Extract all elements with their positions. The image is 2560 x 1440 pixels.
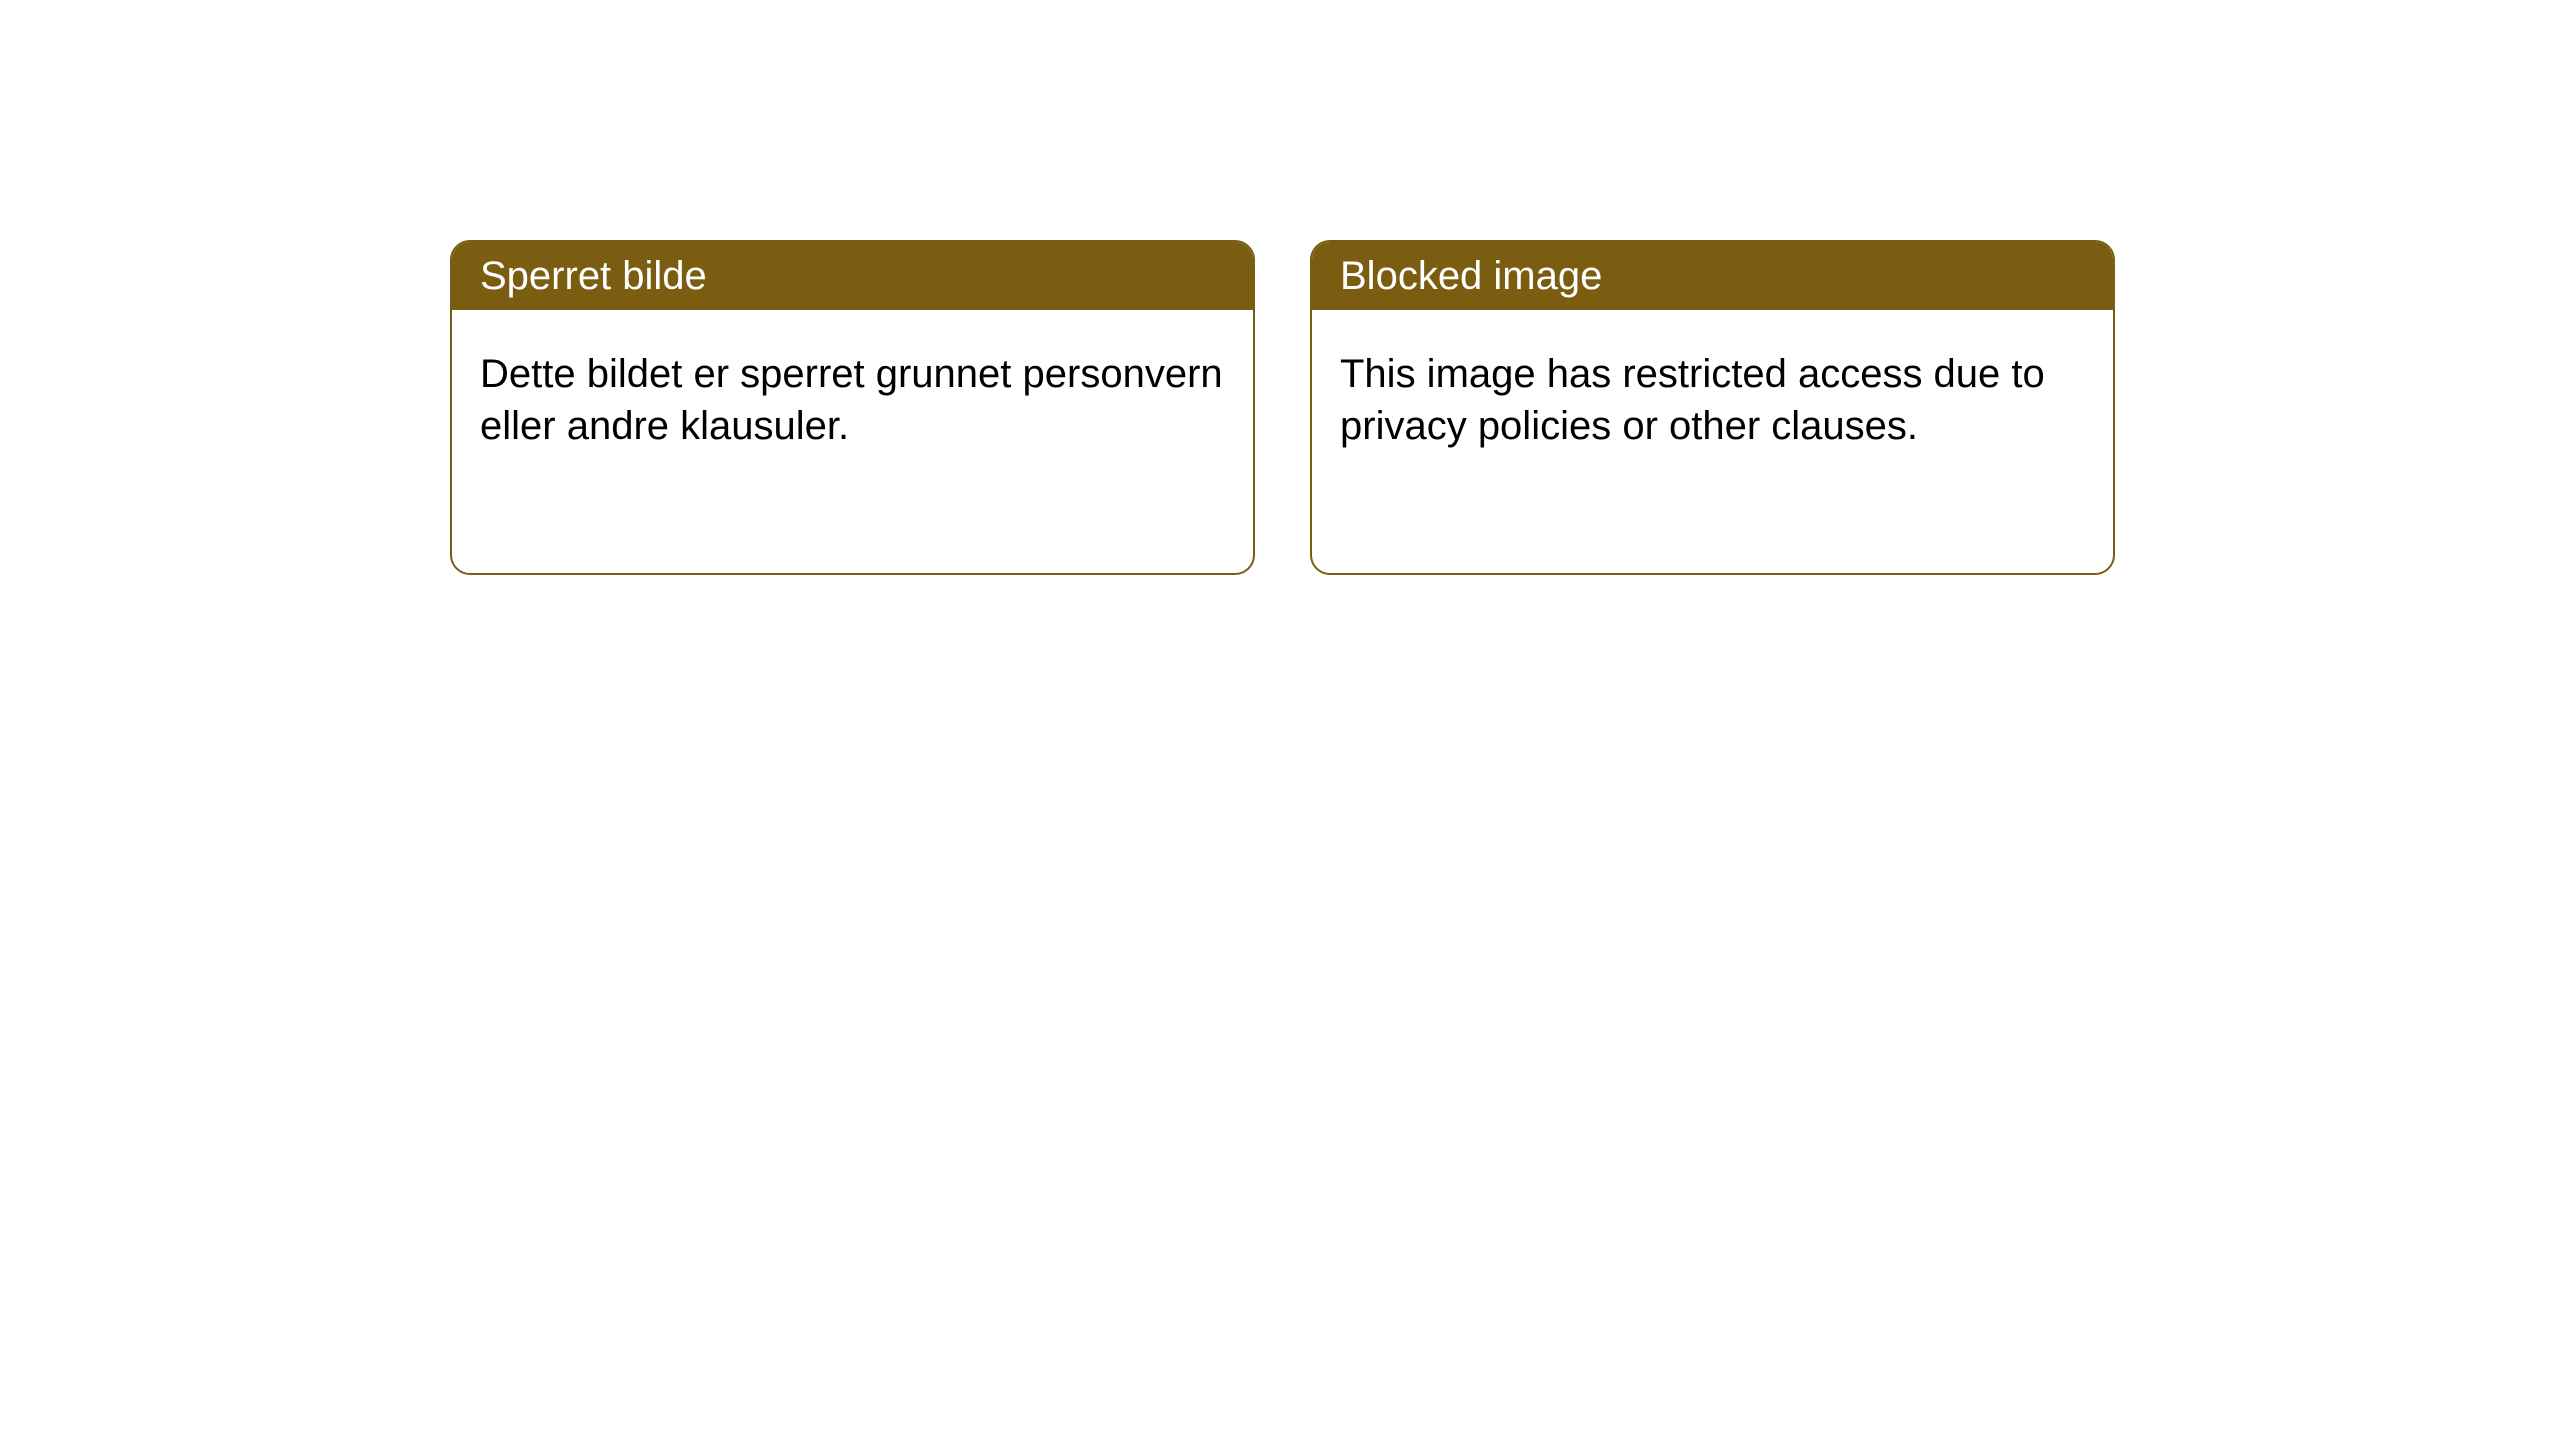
- notice-card-english: Blocked image This image has restricted …: [1310, 240, 2115, 575]
- notice-body-english: This image has restricted access due to …: [1312, 310, 2113, 480]
- notice-card-norwegian: Sperret bilde Dette bildet er sperret gr…: [450, 240, 1255, 575]
- notice-header-norwegian: Sperret bilde: [452, 242, 1253, 310]
- notice-body-norwegian: Dette bildet er sperret grunnet personve…: [452, 310, 1253, 480]
- notice-container: Sperret bilde Dette bildet er sperret gr…: [0, 0, 2560, 575]
- notice-header-english: Blocked image: [1312, 242, 2113, 310]
